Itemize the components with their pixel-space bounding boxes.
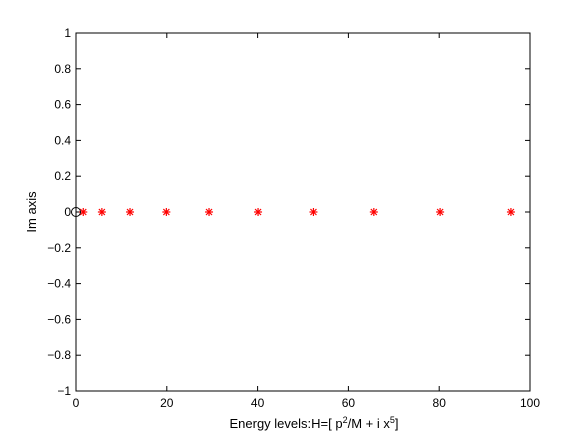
data-point-asterisk bbox=[436, 208, 445, 216]
y-tick-label: −0.2 bbox=[47, 241, 71, 255]
x-tick-label: 0 bbox=[73, 396, 80, 410]
plot-area bbox=[75, 32, 531, 392]
data-point-asterisk bbox=[162, 208, 171, 216]
y-tick-label: 1 bbox=[64, 26, 71, 40]
data-point-circle bbox=[71, 207, 81, 217]
y-tick-label: −0.8 bbox=[47, 348, 71, 362]
y-tick-label: 0.2 bbox=[54, 169, 71, 183]
y-tick-label: −0.4 bbox=[47, 277, 71, 291]
x-tick-label: 80 bbox=[433, 396, 447, 410]
y-tick-label: −1 bbox=[57, 384, 71, 398]
data-point-asterisk bbox=[79, 208, 88, 216]
x-tick-label: 100 bbox=[520, 396, 540, 410]
x-tick-label: 60 bbox=[342, 396, 356, 410]
y-tick-label: −0.6 bbox=[47, 312, 71, 326]
data-marks bbox=[71, 207, 515, 217]
data-point-asterisk bbox=[309, 208, 318, 216]
x-axis-label: Energy levels:H=[ p2/M + i x5] bbox=[229, 415, 398, 431]
data-point-asterisk bbox=[97, 208, 106, 216]
y-tick-label: 0 bbox=[64, 205, 71, 219]
data-point-asterisk bbox=[205, 208, 214, 216]
data-point-asterisk bbox=[126, 208, 135, 216]
y-tick-label: 0.8 bbox=[54, 62, 71, 76]
data-point-asterisk bbox=[369, 208, 378, 216]
y-tick-label: 0.6 bbox=[54, 98, 71, 112]
x-tick-label: 40 bbox=[251, 396, 265, 410]
y-axis-label: Im axis bbox=[24, 191, 39, 233]
data-point-asterisk bbox=[506, 208, 515, 216]
x-tick-label: 20 bbox=[160, 396, 174, 410]
y-tick-label: 0.4 bbox=[54, 133, 71, 147]
axis-ticks: 0 20 40 60 80 100 −1 −0.8 −0.6 −0.4 −0.2 0 0.2 0.4 0.6… bbox=[47, 26, 540, 410]
data-point-asterisk bbox=[254, 208, 263, 216]
